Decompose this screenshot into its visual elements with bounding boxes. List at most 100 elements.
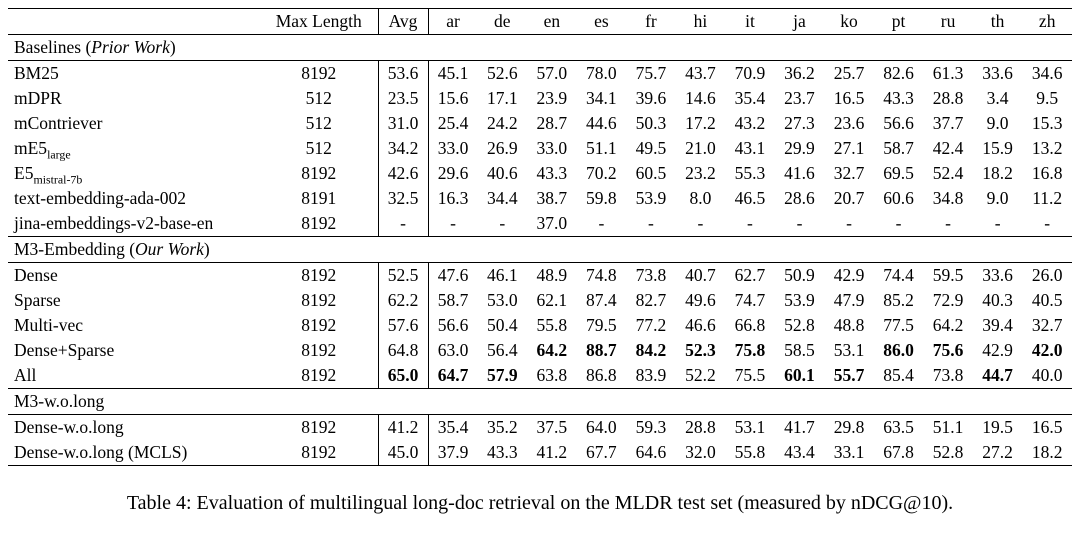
score-value: 33.0: [437, 138, 469, 158]
score-value: 60.6: [883, 188, 914, 208]
data-row: Dense-w.o.long 8192 41.2 35.4 35.2 37.5 64.0 59…: [8, 414, 1072, 440]
score-value: 52.3: [685, 340, 716, 360]
score-value: 29.8: [833, 417, 865, 437]
score-value: 33.6: [982, 63, 1013, 83]
max-length-value: 8192: [301, 315, 337, 335]
max-length-value: 8192: [301, 365, 337, 385]
score-value: -: [499, 213, 506, 233]
avg-value: 62.2: [377, 288, 429, 313]
score-value: 50.4: [486, 315, 518, 335]
score-value: 73.8: [635, 265, 667, 285]
score-value: -: [450, 213, 456, 233]
data-row: mE5large 512 34.2 33.0 26.9 33.0 51.1 49.5 21.0 4…: [8, 136, 1072, 161]
score-value: 41.2: [527, 440, 577, 466]
score-value: 13.2: [1031, 138, 1063, 158]
col-header-avg: Avg: [377, 8, 429, 35]
col-header-es: es: [576, 8, 627, 35]
section-row: Baselines (Prior Work): [8, 34, 1072, 61]
score-value: 9.0: [986, 188, 1009, 208]
score-value: 18.2: [1022, 440, 1072, 466]
score-value: 21.0: [685, 138, 716, 158]
score-value: 59.5: [932, 265, 964, 285]
score-value: 55.3: [734, 163, 766, 183]
model-name: Sparse: [14, 290, 61, 310]
score-value: 37.7: [932, 113, 964, 133]
score-value: 43.2: [734, 113, 766, 133]
col-header-ar: ar: [428, 8, 478, 35]
score-value: 27.2: [972, 440, 1023, 466]
col-header-ko: ko: [824, 8, 874, 35]
score-value: 34.4: [486, 188, 518, 208]
col-header-en: en: [527, 8, 577, 35]
score-value: 49.5: [635, 138, 667, 158]
score-value: 61.3: [932, 63, 964, 83]
score-value: 42.9: [833, 265, 865, 285]
col-header-th: th: [972, 8, 1023, 35]
max-length-value: 8192: [301, 213, 337, 233]
score-value: 27.3: [784, 113, 815, 133]
score-value: 43.3: [536, 163, 568, 183]
score-value: 57.9: [486, 365, 518, 385]
score-value: 23.2: [685, 163, 716, 183]
score-value: -: [697, 213, 704, 233]
score-value: 37.0: [536, 213, 568, 233]
max-length-value: 8192: [301, 417, 337, 437]
score-value: 77.2: [635, 315, 667, 335]
model-name: text-embedding-ada-002: [14, 188, 187, 208]
score-value: 58.7: [883, 138, 914, 158]
score-value: 28.8: [685, 417, 716, 437]
avg-value: 31.0: [377, 111, 429, 136]
score-value: 32.7: [1031, 315, 1063, 335]
score-value: 49.6: [685, 290, 716, 310]
score-value: -: [1044, 213, 1051, 233]
score-value: 19.5: [982, 417, 1013, 437]
score-value: 53.1: [833, 340, 865, 360]
score-value: 38.7: [536, 188, 568, 208]
col-header-ja: ja: [774, 8, 825, 35]
avg-value: 57.6: [377, 313, 429, 338]
score-value: 64.2: [932, 315, 964, 335]
score-value: 75.7: [635, 63, 667, 83]
model-name: mDPR: [14, 88, 62, 108]
score-value: 17.1: [486, 88, 518, 108]
score-value: 23.7: [784, 88, 815, 108]
score-value: 52.6: [486, 63, 518, 83]
score-value: 69.5: [883, 163, 914, 183]
max-length-value: 8192: [260, 440, 378, 466]
score-value: 82.7: [635, 290, 667, 310]
score-value: 43.3: [477, 440, 528, 466]
avg-value: 45.0: [377, 440, 429, 466]
score-value: 28.8: [932, 88, 964, 108]
score-value: 56.4: [486, 340, 518, 360]
score-value: -: [945, 213, 951, 233]
model-name: Multi-vec: [14, 315, 84, 335]
data-row: All 8192 65.0 64.7 57.9 63.8 86.8 83.9 52.2 75.5 6…: [8, 363, 1072, 389]
score-value: 44.7: [982, 365, 1013, 385]
data-row: Dense+Sparse 8192 64.8 63.0 56.4 64.2 88.7 84.2…: [8, 338, 1072, 363]
score-value: 35.2: [486, 417, 518, 437]
score-value: 33.0: [536, 138, 568, 158]
avg-value: 64.8: [377, 338, 429, 363]
max-length-value: 512: [305, 113, 332, 133]
score-value: 75.6: [932, 340, 964, 360]
score-value: 9.5: [1036, 88, 1059, 108]
score-value: 64.7: [437, 365, 469, 385]
score-value: 66.8: [734, 315, 766, 335]
score-value: 64.6: [626, 440, 676, 466]
section-row: M3-Embedding (Our Work): [8, 236, 1072, 263]
score-value: 79.5: [586, 315, 617, 335]
score-value: 40.5: [1031, 290, 1063, 310]
score-value: -: [747, 213, 753, 233]
score-value: 75.8: [734, 340, 766, 360]
score-value: 51.1: [586, 138, 617, 158]
model-name: jina-embeddings-v2-base-en: [14, 213, 214, 233]
data-row: Dense 8192 52.5 47.6 46.1 48.9 74.8 73.8 40.7 62.…: [8, 262, 1072, 288]
score-value: 42.4: [932, 138, 964, 158]
avg-value: 32.5: [377, 186, 429, 211]
score-value: 43.4: [774, 440, 825, 466]
max-length-value: 512: [305, 88, 332, 108]
score-value: 20.7: [833, 188, 865, 208]
score-value: 87.4: [586, 290, 617, 310]
score-value: 46.1: [486, 265, 518, 285]
col-header-it: it: [725, 8, 775, 35]
